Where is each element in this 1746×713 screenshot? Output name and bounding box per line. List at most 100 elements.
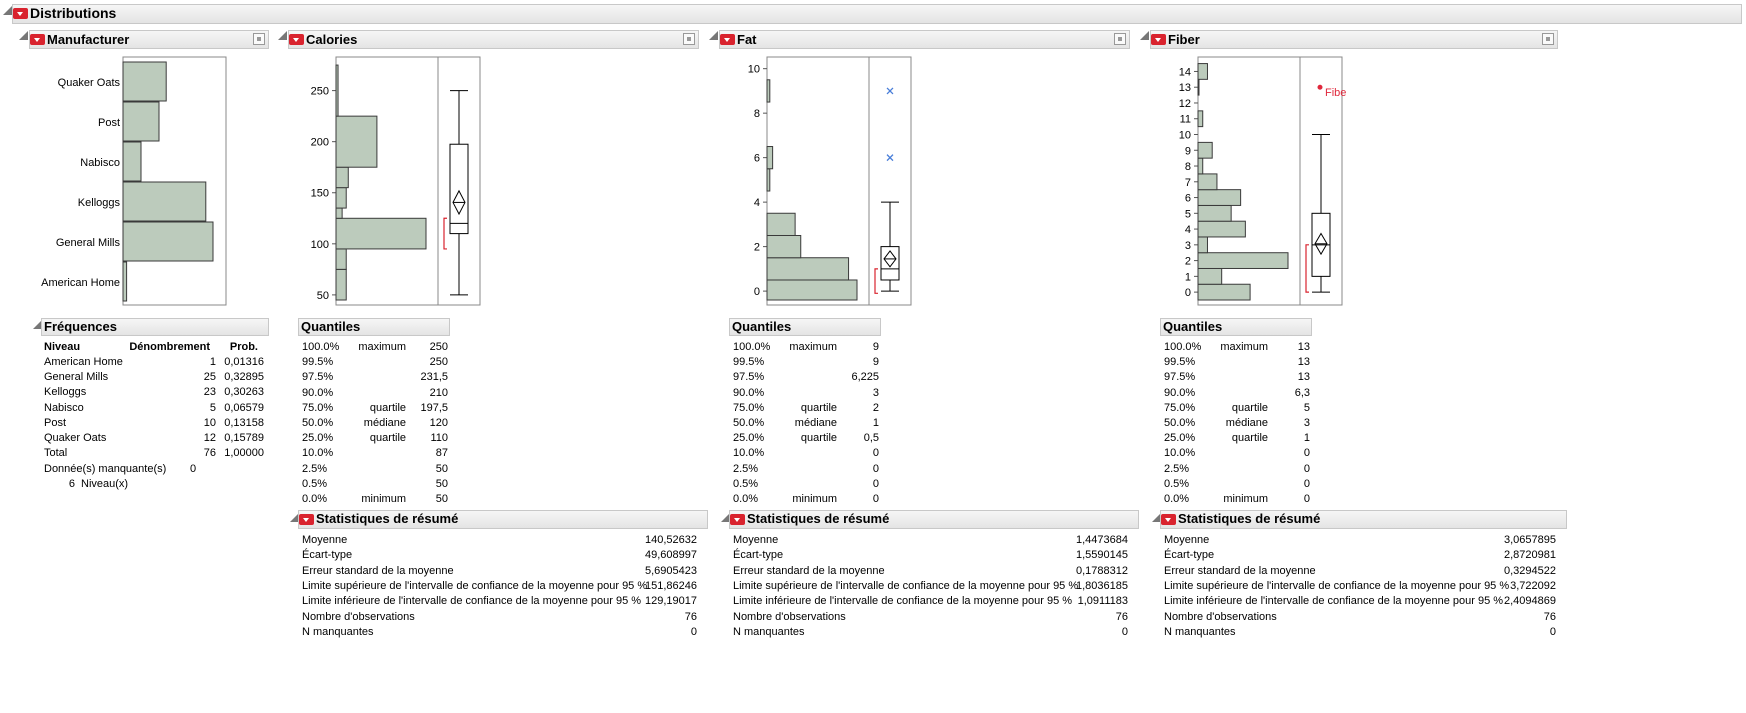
mean-diamond [883,250,897,268]
quantile-percent: 50.0% [1164,417,1196,429]
outlier-label: Fibe [1325,87,1346,99]
quantiles-title: Quantiles [732,319,792,334]
fat-chart: 0 2 4 6 8 10 [748,56,912,306]
quantile-value: 210 [429,386,448,399]
summary-value: 49,608997 [645,549,697,562]
summary-label: Nombre d'observations [302,610,415,623]
quantile-percent: 50.0% [302,417,334,429]
pin-icon[interactable] [1542,33,1554,45]
histogram-frame [335,56,439,306]
quantile-value: 50 [435,462,448,475]
quantile-label: maximum [358,341,406,353]
outlier-point [886,87,894,95]
fat-header [719,30,1130,49]
axis-tick-label: 2 [754,242,760,254]
quantile-label: quartile [1231,401,1268,414]
quantile-value: 250 [429,341,448,353]
histogram-bar [766,146,774,170]
freq-count: 25 [203,371,216,384]
collapse-triangle-icon[interactable] [1140,31,1149,40]
histogram-bar [766,257,850,281]
summary-value: 76 [1543,610,1556,623]
quantile-value: 1 [872,417,879,429]
collapse-triangle-icon[interactable] [278,31,287,40]
histogram-bar [1197,220,1246,238]
collapse-triangle-icon[interactable] [19,31,28,40]
summary-menu-button[interactable] [299,514,314,525]
calories-header [288,30,699,49]
quantile-value: 231,5 [420,371,448,384]
summary-value: 129,19017 [645,595,697,608]
bar-post [122,101,160,142]
collapse-triangle-icon[interactable] [709,31,718,40]
quantile-value: 197,5 [420,401,448,414]
freq-header-level: Niveau [44,341,81,353]
collapse-triangle-icon[interactable] [3,6,12,15]
freq-prob: 0,01316 [224,356,264,368]
fat-menu-button[interactable] [720,34,735,45]
category-label: Kelloggs [78,197,121,209]
manufacturer-menu-button[interactable] [30,34,45,45]
axis-tick-label: 6 [754,153,760,165]
quantile-percent: 2.5% [733,462,759,475]
quantile-percent: 100.0% [302,341,340,353]
histogram-bar [1197,267,1223,285]
summary-label: Limite supérieure de l'intervalle de con… [1164,579,1510,592]
summary-label: Erreur standard de la moyenne [733,564,885,577]
freq-level: Quaker Oats [44,432,107,444]
quantile-percent: 2.5% [1164,462,1190,475]
summary-value: 3,0657895 [1504,534,1556,546]
bar-quaker-oats [122,61,167,102]
quantile-label: médiane [363,417,406,429]
summary-value: 2,4094869 [1504,595,1556,608]
axis-tick-label: 8 [754,108,760,120]
quantile-percent: 0.0% [1164,493,1190,505]
fiber-menu-button[interactable] [1151,34,1166,45]
collapse-triangle-icon[interactable] [721,513,730,522]
report-header [12,4,1742,24]
histogram-bar [335,217,427,250]
category-label: Quaker Oats [58,77,121,89]
pin-icon[interactable] [253,33,265,45]
shortest-half-bracket [1305,244,1309,293]
frequences-header [41,318,269,336]
quantile-percent: 100.0% [1164,341,1202,353]
summary-label: Nombre d'observations [1164,610,1277,623]
collapse-triangle-icon[interactable] [290,513,299,522]
report-menu-button[interactable] [13,8,28,19]
outlier-point [1317,84,1323,90]
histogram-bar [1197,157,1204,175]
axis-tick-label: 50 [317,290,329,302]
pin-icon[interactable] [683,33,695,45]
axis-tick-label: 5 [1185,208,1191,220]
collapse-triangle-icon[interactable] [33,320,42,329]
mean-diamond [1314,232,1328,256]
axis-tick-label: 4 [754,197,760,209]
summary-label: N manquantes [733,625,805,638]
summary-menu-button[interactable] [730,514,745,525]
axis-tick-label: 250 [311,86,329,98]
histogram-bar [766,168,771,192]
quantile-value: 9 [872,341,879,353]
quantile-percent: 10.0% [1164,447,1196,460]
histogram-bar [1197,236,1208,254]
quantile-label: minimum [1223,493,1268,505]
quantile-value: 0,5 [863,432,879,445]
quantile-percent: 75.0% [1164,401,1196,414]
pin-icon[interactable] [1114,33,1126,45]
freq-prob: 1,00000 [224,447,264,460]
summary-label: N manquantes [302,625,374,638]
summary-label: Moyenne [733,534,779,546]
collapse-triangle-icon[interactable] [1152,513,1161,522]
summary-label: Nombre d'observations [733,610,846,623]
summary-value: 140,52632 [645,534,697,546]
axis-tick-label: 100 [311,239,329,251]
summary-label: Erreur standard de la moyenne [302,564,454,577]
summary-menu-button[interactable] [1161,514,1176,525]
quantile-percent: 25.0% [302,432,334,445]
fiber-title: Fiber [1168,32,1200,47]
axis-tick-label: 11 [1180,114,1191,126]
summary-value: 1,5590145 [1076,549,1128,562]
axis-tick-label: 12 [1179,98,1191,110]
calories-menu-button[interactable] [289,34,304,45]
